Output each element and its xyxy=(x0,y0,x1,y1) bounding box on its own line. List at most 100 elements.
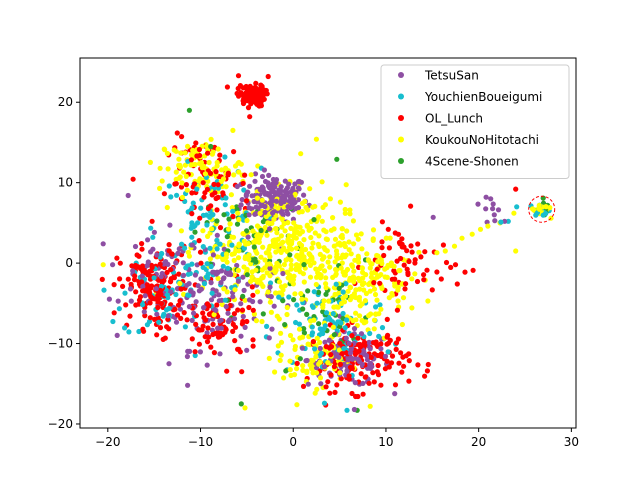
data-point-koukounohitotachi xyxy=(290,277,296,283)
data-point-ol-lunch xyxy=(239,307,246,313)
data-point-koukounohitotachi xyxy=(379,285,385,291)
data-point-tetsusan xyxy=(215,325,221,331)
data-point-tetsusan xyxy=(280,211,286,217)
data-point-tetsusan xyxy=(192,272,198,278)
data-point-tetsusan xyxy=(267,265,273,271)
x-tick-label: 10 xyxy=(378,435,393,449)
data-point-ol-lunch xyxy=(415,241,421,247)
data-point-koukounohitotachi xyxy=(356,294,363,300)
data-point-tetsusan xyxy=(238,301,244,307)
data-point-ol-lunch xyxy=(378,382,384,388)
data-point-koukounohitotachi xyxy=(302,198,308,205)
data-point-ol-lunch xyxy=(347,364,354,370)
data-point-tetsusan xyxy=(484,219,490,225)
data-point-tetsusan xyxy=(483,206,489,212)
data-point-koukounohitotachi xyxy=(264,232,270,238)
data-point-ol-lunch xyxy=(377,280,383,286)
data-point-koukounohitotachi xyxy=(189,162,195,168)
data-point-ol-lunch xyxy=(310,339,316,345)
data-point-tetsusan xyxy=(336,354,342,360)
data-point-ol-lunch xyxy=(360,391,366,397)
data-point-tetsusan xyxy=(100,241,106,247)
data-point-koukounohitotachi xyxy=(278,330,284,336)
data-point-4scene-shonen xyxy=(301,326,307,332)
data-point-tetsusan xyxy=(246,212,252,218)
data-point-ol-lunch xyxy=(236,93,242,99)
data-point-ol-lunch xyxy=(349,333,355,339)
data-point-ol-lunch xyxy=(362,342,368,348)
data-point-tetsusan xyxy=(130,268,136,274)
data-point-tetsusan xyxy=(367,365,374,371)
data-point-ol-lunch xyxy=(513,186,519,192)
data-point-koukounohitotachi xyxy=(368,311,374,317)
data-point-tetsusan xyxy=(154,311,160,317)
data-point-tetsusan xyxy=(299,345,305,351)
data-point-tetsusan xyxy=(492,218,498,224)
data-point-koukounohitotachi xyxy=(309,245,315,251)
data-point-koukounohitotachi xyxy=(477,226,484,232)
data-point-koukounohitotachi xyxy=(358,231,364,237)
data-point-ol-lunch xyxy=(200,310,206,316)
data-point-ol-lunch xyxy=(358,371,364,377)
data-point-koukounohitotachi xyxy=(307,257,313,263)
data-point-ol-lunch xyxy=(452,262,459,268)
data-point-koukounohitotachi xyxy=(258,254,264,260)
data-point-koukounohitotachi xyxy=(346,247,352,253)
data-point-ol-lunch xyxy=(189,211,195,217)
data-point-koukounohitotachi xyxy=(178,150,184,156)
data-point-ol-lunch xyxy=(352,351,358,357)
data-point-koukounohitotachi xyxy=(177,174,183,180)
data-point-tetsusan xyxy=(273,198,279,204)
data-point-tetsusan xyxy=(361,348,367,354)
data-point-youchienboueigumi xyxy=(385,349,391,355)
data-point-ol-lunch xyxy=(204,301,210,307)
data-point-ol-lunch xyxy=(327,390,333,396)
data-point-youchienboueigumi xyxy=(223,195,229,201)
data-point-ol-lunch xyxy=(262,91,268,97)
data-point-tetsusan xyxy=(277,190,283,196)
data-point-koukounohitotachi xyxy=(353,310,359,316)
data-point-ol-lunch xyxy=(245,105,252,111)
data-point-youchienboueigumi xyxy=(151,275,157,281)
data-point-ol-lunch xyxy=(393,340,400,346)
data-point-youchienboueigumi xyxy=(540,212,546,218)
data-point-ol-lunch xyxy=(169,251,175,257)
data-point-tetsusan xyxy=(161,261,167,267)
data-point-koukounohitotachi xyxy=(219,167,225,173)
data-point-ol-lunch xyxy=(403,281,409,287)
data-point-koukounohitotachi xyxy=(350,318,356,324)
data-point-koukounohitotachi xyxy=(288,266,294,272)
x-tick-label: −10 xyxy=(188,435,213,449)
data-point-youchienboueigumi xyxy=(190,200,196,206)
data-point-tetsusan xyxy=(175,250,181,256)
data-point-koukounohitotachi xyxy=(173,169,179,175)
data-point-youchienboueigumi xyxy=(294,302,300,308)
data-point-youchienboueigumi xyxy=(321,400,328,406)
data-point-koukounohitotachi xyxy=(511,210,517,216)
data-point-koukounohitotachi xyxy=(374,297,380,303)
data-point-koukounohitotachi xyxy=(337,199,343,205)
data-point-koukounohitotachi xyxy=(293,245,300,251)
data-point-koukounohitotachi xyxy=(209,226,215,232)
data-point-ol-lunch xyxy=(443,259,450,266)
data-point-koukounohitotachi xyxy=(257,210,263,216)
data-point-koukounohitotachi xyxy=(291,234,297,241)
data-point-koukounohitotachi xyxy=(485,223,491,229)
data-point-koukounohitotachi xyxy=(344,228,350,234)
data-point-koukounohitotachi xyxy=(409,276,415,282)
data-point-tetsusan xyxy=(430,214,436,220)
data-point-ol-lunch xyxy=(382,366,388,372)
y-tick-label: 10 xyxy=(58,176,73,190)
data-point-tetsusan xyxy=(290,187,296,193)
data-point-tetsusan xyxy=(258,203,264,209)
data-point-koukounohitotachi xyxy=(286,233,292,239)
data-point-ol-lunch xyxy=(147,290,153,296)
data-point-ol-lunch xyxy=(133,289,139,295)
data-point-koukounohitotachi xyxy=(347,297,353,303)
data-point-tetsusan xyxy=(235,278,241,284)
data-point-ol-lunch xyxy=(158,287,164,294)
legend-marker xyxy=(398,136,404,143)
data-point-koukounohitotachi xyxy=(254,195,260,201)
legend: TetsuSan YouchienBoueigumi OL_Lunch KoukouN… xyxy=(380,64,570,179)
